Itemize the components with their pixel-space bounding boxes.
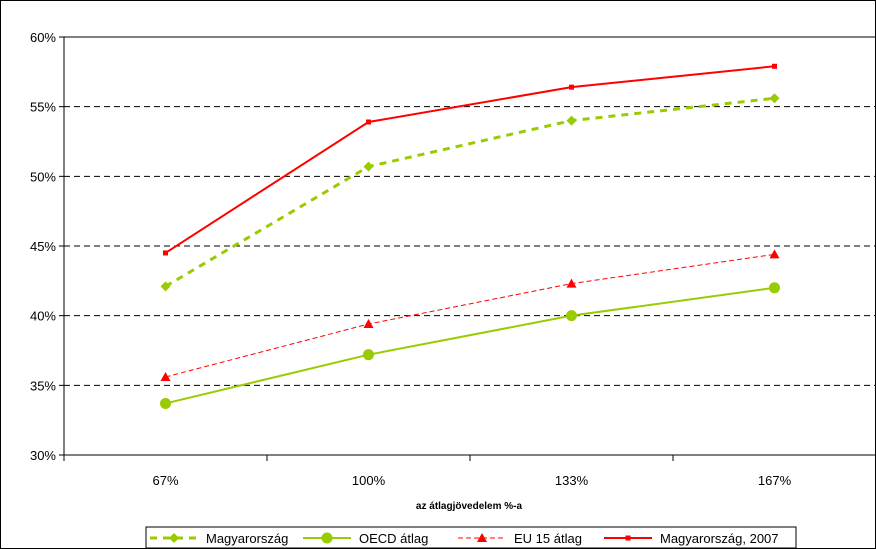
y-tick-label: 45%: [30, 239, 56, 254]
legend-label: Magyarország, 2007: [660, 531, 779, 546]
data-point: [366, 119, 371, 125]
data-point: [363, 319, 374, 329]
series-line: [165, 253, 775, 378]
legend-entry: Magyarország, 2007: [604, 531, 779, 546]
legend-entry: OECD átlag: [303, 531, 428, 546]
legend-entry: Magyarország: [150, 531, 288, 546]
y-tick-label: 35%: [30, 378, 56, 393]
x-tick-label: 67%: [152, 473, 178, 488]
gridlines: [64, 36, 876, 386]
data-point: [566, 310, 577, 322]
data-point: [569, 84, 574, 90]
data-point: [566, 115, 577, 126]
legend-label: Magyarország: [206, 531, 288, 546]
data-point: [566, 278, 577, 288]
data-point: [363, 161, 374, 172]
series-1: [160, 93, 780, 292]
series-line: [165, 286, 775, 405]
legend-swatch-marker: [169, 533, 179, 543]
data-point: [769, 282, 780, 294]
data-point: [363, 349, 374, 361]
data-point: [160, 397, 171, 409]
y-tick-label: 60%: [30, 30, 56, 45]
legend-label: OECD átlag: [359, 531, 428, 546]
x-tick-label: 133%: [555, 473, 589, 488]
x-axis-title: az átlagjövedelem %-a: [416, 501, 523, 512]
data-point: [769, 249, 780, 259]
x-tick-label: 167%: [758, 473, 792, 488]
data-point: [160, 281, 171, 292]
series-4: [163, 63, 777, 256]
series-3: [160, 249, 780, 381]
legend-swatch-marker: [625, 535, 631, 541]
legend-entry: EU 15 átlag: [458, 531, 582, 546]
data-point: [160, 371, 171, 381]
legend-swatch-marker: [477, 533, 487, 542]
x-axis-tick-labels: 67% 100% 133% 167%: [152, 473, 791, 488]
x-tick-label: 100%: [352, 473, 386, 488]
legend: Magyarország OECD átlag EU 15 átlag Magyaro…: [145, 526, 797, 549]
series-line: [164, 65, 775, 254]
legend-swatch-marker: [321, 532, 333, 544]
data-point: [769, 93, 780, 104]
y-tick-label: 40%: [30, 309, 56, 324]
y-tick-label: 30%: [30, 448, 56, 463]
data-point: [772, 63, 777, 69]
y-axis-tick-labels: 30% 35% 40% 45% 50% 55% 60%: [30, 30, 56, 463]
y-tick-label: 55%: [30, 100, 56, 115]
y-tick-label: 50%: [30, 169, 56, 184]
axes: [59, 36, 876, 461]
legend-label: EU 15 átlag: [514, 531, 582, 546]
series-2: [160, 282, 780, 409]
series-line: [164, 96, 775, 288]
series-group: [160, 63, 780, 409]
data-point: [163, 250, 168, 256]
